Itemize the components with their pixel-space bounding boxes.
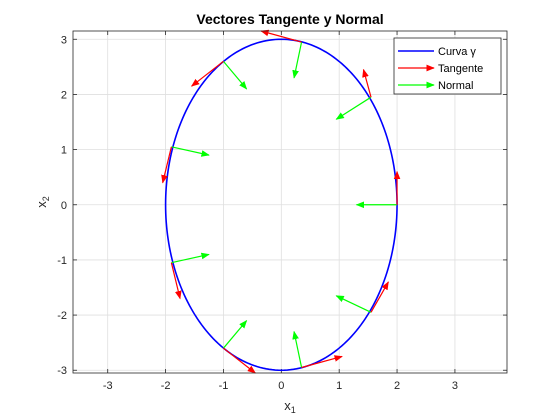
legend: Curva γ Tangente Normal (393, 37, 502, 95)
tangent-vector (362, 68, 372, 98)
chart-title: Vectores Tangente y Normal (196, 11, 383, 27)
y-tick-label: -2 (57, 310, 67, 322)
tangent-vector (260, 29, 302, 43)
y-tick-label: 2 (61, 89, 67, 101)
tangent-vector (223, 347, 256, 374)
x-tick-label: -3 (103, 380, 113, 392)
x-tick-label: 3 (452, 380, 458, 392)
normal-vector (222, 60, 248, 90)
normal-vector (222, 319, 248, 349)
tangent-vector (301, 355, 343, 369)
x-axis-label-base: x (284, 398, 291, 413)
x-axis-label: x1 (284, 398, 296, 415)
y-tick-label: 1 (61, 145, 67, 157)
x-tick-label: 1 (336, 380, 342, 392)
y-axis-ticks: -3 -2 -1 0 1 2 3 (57, 34, 507, 377)
y-tick-label: 0 (61, 200, 67, 212)
y-axis-label-sub: 2 (41, 196, 51, 201)
y-tick-label: 3 (61, 34, 67, 46)
tangent-vector (190, 60, 224, 87)
y-tick-label: -1 (57, 255, 67, 267)
normal-vector (335, 96, 372, 120)
x-tick-label: -1 (219, 380, 229, 392)
y-axis-label-base: x (34, 201, 49, 208)
curve-gamma (164, 38, 398, 372)
x-tick-label: 0 (278, 380, 284, 392)
tangent-vector (161, 146, 172, 184)
normal-vector (292, 330, 303, 368)
normal-vector (335, 295, 372, 313)
x-tick-label: -2 (161, 380, 171, 392)
y-tick-label: -3 (57, 365, 67, 377)
normal-vector (171, 252, 210, 264)
tangent-vector (170, 262, 182, 300)
axes-box (72, 30, 508, 374)
normal-vector (292, 41, 303, 79)
legend-label-normal: Normal (438, 80, 473, 92)
vectors (161, 29, 401, 374)
legend-label-tangent: Tangente (438, 63, 483, 75)
legend-label-curve: Curva γ (438, 46, 476, 58)
x-axis-label-sub: 1 (291, 405, 296, 415)
tangent-vector (370, 281, 389, 313)
y-axis-label: x2 (34, 196, 51, 208)
x-tick-label: 2 (394, 380, 400, 392)
normal-vector (171, 146, 210, 157)
